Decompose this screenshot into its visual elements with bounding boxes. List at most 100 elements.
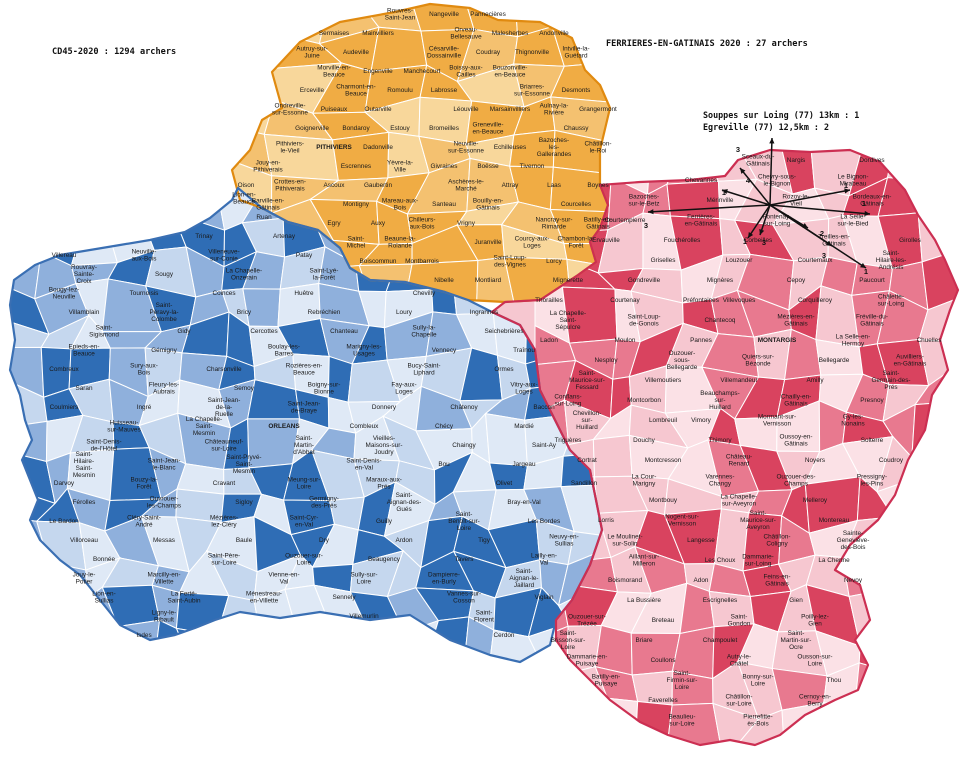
center-commune-label: Chécy	[435, 423, 454, 430]
center-commune-label: Saint-Florent	[474, 610, 494, 624]
east-commune-label: Chantecoq	[705, 317, 736, 324]
center-commune-label: Dry	[319, 537, 330, 544]
center-commune-label: Bray-en-Val	[507, 499, 540, 506]
center-commune-label: Cléry-Saint-André	[127, 515, 161, 529]
center-commune-label: Sully-la-Chapelle	[411, 325, 437, 339]
north-commune-label: Malesherbes	[492, 30, 529, 37]
east-commune-label: Les Choux	[705, 557, 736, 564]
north-commune-label: Nangeville	[429, 11, 459, 18]
center-commune-label: Sandillon	[571, 480, 598, 487]
center-commune-label: Le Bardon	[49, 518, 79, 525]
east-commune-label: Champoulet	[703, 637, 738, 644]
north-commune-label: Vrigny	[457, 220, 476, 227]
center-commune-label: Lion-en-Sullias	[92, 591, 115, 605]
center-commune-label: Chanteau	[330, 328, 358, 335]
north-commune-label: Chambon-la-Forêt	[558, 236, 595, 250]
north-commune-label: Goignerville	[295, 125, 329, 132]
center-commune-label: La Chapelle-Saint-Mesmin	[186, 416, 222, 437]
center-commune-label: Bougy-lez-Neuville	[49, 287, 80, 301]
east-commune-cell	[911, 400, 958, 461]
archer-count-label: 4	[746, 176, 751, 185]
north-commune-label: Sermaises	[319, 30, 349, 37]
center-commune-label: Bou	[438, 461, 450, 468]
east-commune-label: Sainte-Geneviève-des-Bois	[837, 530, 870, 551]
east-commune-cell	[735, 709, 785, 745]
center-commune-label: Villeneuve-sur-Conie	[208, 249, 240, 263]
east-commune-cell	[918, 516, 958, 569]
center-commune-label: Donnery	[372, 404, 397, 411]
east-commune-label: Saint-Hilaire-les-Andrésis	[876, 250, 907, 271]
origin-arrow	[739, 167, 771, 206]
origin-arrow	[721, 189, 771, 206]
east-commune-label: Nargis	[787, 157, 805, 164]
north-commune-label: Aulnay-la-Rivière	[540, 103, 569, 117]
north-commune-label: Boësse	[477, 163, 499, 170]
center-commune-label: Saint-Père-sur-Loire	[208, 553, 240, 567]
east-commune-label: Cortrat	[577, 457, 597, 464]
north-commune-label: Santeau	[432, 201, 456, 208]
east-commune-cell	[913, 593, 958, 647]
center-commune-label: Isdes	[136, 632, 151, 639]
center-commune-cell	[10, 584, 38, 637]
east-commune-label: Lombreuil	[649, 417, 677, 424]
north-commune-label: Briarres-sur-Essonne	[514, 84, 550, 98]
east-commune-label: Treilles-en-Gâtinais	[818, 234, 850, 248]
east-commune-label: Dordives	[859, 157, 884, 164]
north-commune-label: Dadonville	[363, 144, 393, 151]
center-commune-label: Rozières-en-Beauce	[286, 363, 323, 377]
east-commune-cell	[823, 702, 856, 745]
east-commune-label: Ouzouer-des-Champs	[776, 474, 815, 488]
center-commune-label: Neuvy-en-Sullias	[549, 534, 578, 548]
east-commune-label: Thou	[827, 677, 842, 684]
center-commune-label: Bucy-Saint-Liphard	[407, 363, 440, 377]
center-commune-label: Mardié	[514, 423, 534, 430]
east-commune-cell	[925, 150, 958, 188]
center-commune-label: Mézières-lez-Cléry	[210, 515, 238, 529]
east-commune-cell	[877, 703, 924, 745]
center-commune-label: Bouzy-la-Forêt	[131, 477, 158, 491]
center-commune-cell	[70, 218, 119, 267]
archer-count-label: 3	[822, 251, 826, 260]
east-commune-label: Pressigny-les-Pins	[857, 474, 887, 488]
center-commune-label: Loury	[396, 309, 413, 316]
east-commune-label: Mézières-en-Gâtinais	[777, 314, 814, 328]
center-commune-label: Châteauneuf-sur-Loire	[205, 439, 244, 453]
center-commune-label: Baccon	[533, 404, 555, 411]
center-commune-label: Saint-Denis-de-l'Hôtel	[86, 439, 121, 453]
center-commune-label: Ouvrouer-les-Champs	[147, 496, 181, 510]
east-commune-cell	[880, 589, 918, 648]
east-commune-label: Chevry-sous-le-Bignon	[758, 174, 796, 188]
east-commune-label: Ouzouer-sous-Bellegarde	[667, 350, 698, 371]
east-commune-label: Mignères	[707, 277, 733, 284]
east-commune-label: Mérinville	[707, 197, 734, 204]
center-commune-label: Olivet	[496, 480, 513, 487]
east-commune-label: Saint-Firmin-sur-Loire	[667, 670, 698, 691]
center-commune-label: Tigy	[478, 537, 491, 544]
east-commune-label: Fouchérolles	[664, 237, 701, 244]
center-commune-label: Rebréchien	[308, 309, 341, 316]
east-commune-label: Villemandeur	[720, 377, 758, 384]
east-commune-cell	[854, 662, 901, 709]
east-commune-label: Saint-Gondon	[728, 614, 751, 628]
east-commune-label: Aillant-sur-Milleron	[629, 554, 660, 568]
east-commune-label: La Chenne	[818, 557, 850, 564]
center-commune-label: Gémigny	[151, 347, 177, 354]
east-commune-label: Douchy	[633, 437, 655, 444]
east-commune-label: Saint-Maurice-sur-Fessard	[569, 370, 605, 391]
center-commune-label: Lion-en-Beauce	[232, 192, 255, 206]
east-commune-label: Sceaux-du-Gâtinais	[742, 154, 775, 168]
center-commune-label: Fleury-les-Aubrais	[149, 382, 179, 396]
east-commune-label: Vimory	[691, 417, 712, 424]
center-commune-label: Lailly-en-Val	[531, 553, 557, 567]
center-commune-label: Beaugency	[368, 556, 401, 563]
center-commune-label: La Chapelle-Onzerain	[226, 268, 262, 282]
east-commune-label: Bordeaux-en-Gâtinais	[853, 194, 892, 208]
north-commune-label: Autruy-sur-Juine	[296, 46, 328, 60]
center-commune-cell	[560, 484, 602, 536]
east-commune-cell	[874, 516, 922, 568]
center-commune-cell	[242, 288, 281, 328]
center-commune-cell	[33, 625, 76, 662]
north-commune-label: Rouvres-Saint-Jean	[385, 8, 416, 22]
north-commune-label: Barville-en-Gâtinais	[252, 198, 284, 212]
